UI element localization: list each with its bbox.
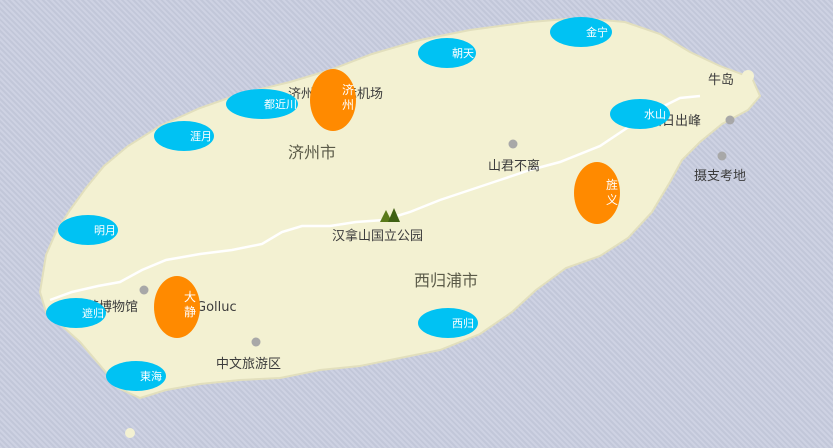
marker-seogwi[interactable]: 西归: [418, 308, 478, 338]
islet-south: [125, 428, 135, 438]
place-label-jungmun: 中文旅游区: [216, 357, 281, 372]
marker-myeongwol[interactable]: 明月: [58, 215, 118, 245]
marker-susan[interactable]: 水山: [610, 99, 670, 129]
marker-label: 西归: [452, 317, 474, 330]
city-label-seogwipo: 西归浦市: [414, 271, 478, 290]
place-label-golluc: Golluc: [196, 300, 237, 315]
place-label-sangumburi: 山君不离: [488, 158, 540, 174]
marker-aewol[interactable]: 涯月: [154, 121, 214, 151]
islet-udo: [742, 70, 754, 82]
place-dot-tea-museum: [139, 285, 149, 295]
mountain-icon: [380, 208, 400, 222]
place-dot-sangumburi: [508, 139, 518, 149]
marker-label: 遮归: [82, 307, 104, 320]
marker-label: 金宁: [586, 26, 608, 39]
marker-jeju-city[interactable]: 济州: [310, 69, 356, 131]
marker-label: 都近川: [264, 98, 297, 111]
marker-label: 济州: [342, 83, 355, 112]
place-label-seopjikoji: 摄支考地: [694, 169, 746, 184]
marker-donghae[interactable]: 東海: [106, 361, 166, 391]
place-dot-seongsan: [725, 115, 735, 125]
marker-gimnyeong[interactable]: 金宁: [550, 17, 612, 47]
island-landmass: [38, 16, 762, 400]
marker-daejeong[interactable]: 大静: [154, 276, 200, 338]
marker-label: 東海: [140, 370, 162, 383]
marker-label: 大静: [184, 290, 197, 319]
cross-island-road: [49, 94, 701, 302]
marker-chagwi[interactable]: 遮归: [46, 298, 106, 328]
marker-jeongui[interactable]: 旌义: [574, 162, 620, 224]
marker-label: 朝天: [452, 47, 474, 60]
marker-dogeuncheon[interactable]: 都近川: [226, 89, 298, 119]
marker-label: 水山: [644, 108, 666, 121]
marker-label: 涯月: [190, 130, 212, 143]
city-label-jeju: 济州市: [288, 143, 336, 162]
place-label-udo: 牛岛: [708, 72, 734, 88]
place-dot-seopjikoji: [717, 151, 727, 161]
place-label-hallasan: 汉拿山国立公园: [332, 228, 423, 244]
marker-jocheon[interactable]: 朝天: [418, 38, 476, 68]
marker-label: 明月: [94, 224, 116, 237]
place-dot-jungmun: [251, 337, 261, 347]
marker-label: 旌义: [606, 178, 619, 207]
